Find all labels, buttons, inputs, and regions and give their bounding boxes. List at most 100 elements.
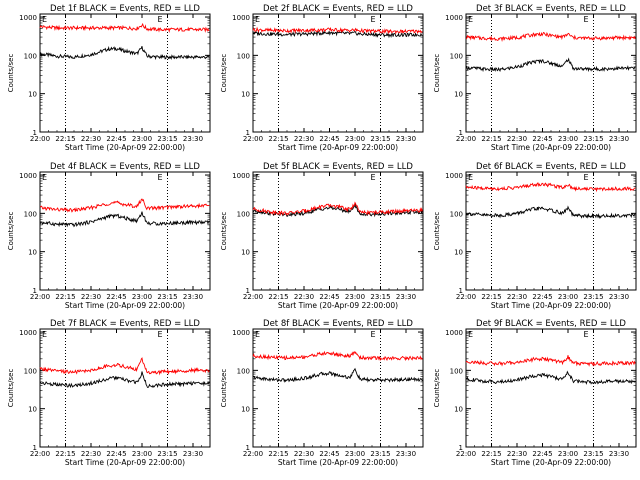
series-line-events [252,367,423,383]
y-tick-label: 1 [33,287,37,295]
x-tick-label: 23:30 [396,135,416,143]
y-tick-label: 100 [237,367,250,375]
x-tick-label: 22:30 [294,293,314,301]
y-tick-label: 1 [459,444,463,452]
corner-marker-right: E [584,330,589,339]
y-tick-label: 1 [246,287,250,295]
corner-marker-right: E [584,173,589,182]
y-tick-label: 1 [246,129,250,137]
series-line-events [39,211,210,228]
corner-marker-left: E [468,173,473,182]
y-axis-label: Counts/sec [7,54,15,93]
x-tick-label: 23:00 [345,450,365,458]
x-axis-label: Start Time (20-Apr-09 22:00:00) [491,458,611,467]
x-tick-label: 22:30 [507,450,527,458]
y-tick-label: 10 [28,91,37,99]
x-tick-label: 23:15 [370,450,390,458]
x-axis-label: Start Time (20-Apr-09 22:00:00) [65,458,185,467]
x-tick-label: 22:30 [507,135,527,143]
series-line-lld [465,31,636,42]
y-tick-label: 1 [459,287,463,295]
x-tick-label: 23:30 [609,293,629,301]
x-tick-label: 23:30 [396,450,416,458]
y-tick-label: 1000 [19,172,37,180]
x-tick-label: 22:15 [268,450,288,458]
x-tick-label: 22:45 [106,135,126,143]
corner-marker-left: E [255,330,260,339]
x-tick-label: 23:00 [558,450,578,458]
x-tick-label: 23:15 [583,135,603,143]
y-tick-label: 100 [24,210,37,218]
series-line-lld [252,350,423,362]
x-tick-label: 22:15 [268,135,288,143]
y-tick-label: 100 [237,210,250,218]
x-axis-label: Start Time (20-Apr-09 22:00:00) [491,143,611,152]
y-tick-label: 10 [454,91,463,99]
x-tick-label: 23:15 [583,293,603,301]
series-line-lld [252,26,423,35]
y-axis-label: Counts/sec [220,212,228,251]
x-tick-label: 23:30 [609,450,629,458]
x-tick-label: 22:30 [81,135,101,143]
x-tick-label: 22:45 [106,293,126,301]
x-tick-label: 23:30 [183,135,203,143]
y-tick-label: 1000 [445,172,463,180]
x-tick-label: 23:30 [396,293,416,301]
y-axis-label: Counts/sec [220,54,228,93]
corner-marker-right: E [584,15,589,24]
series-line-lld [465,182,636,193]
y-tick-label: 1 [33,129,37,137]
x-tick-label: 22:15 [481,450,501,458]
y-tick-label: 1000 [19,329,37,337]
x-tick-label: 23:00 [558,293,578,301]
x-tick-label: 23:00 [132,135,152,143]
x-tick-label: 22:00 [243,450,263,458]
panel-title: Det 9f BLACK = Events, RED = LLD [476,319,626,329]
panel-title: Det 6f BLACK = Events, RED = LLD [476,162,626,172]
x-tick-label: 22:30 [507,293,527,301]
x-tick-label: 22:15 [481,135,501,143]
x-tick-label: 22:45 [532,135,552,143]
y-tick-label: 100 [237,52,250,60]
y-tick-label: 10 [28,249,37,257]
y-tick-label: 100 [24,52,37,60]
x-tick-label: 22:00 [243,293,263,301]
x-axis-label: Start Time (20-Apr-09 22:00:00) [278,458,398,467]
x-tick-label: 23:00 [558,135,578,143]
panel-title: Det 8f BLACK = Events, RED = LLD [263,319,413,329]
y-tick-label: 100 [450,367,463,375]
x-tick-label: 22:00 [456,135,476,143]
corner-marker-right: E [158,173,163,182]
x-tick-label: 22:30 [294,135,314,143]
panel-title: Det 5f BLACK = Events, RED = LLD [263,162,413,172]
x-tick-label: 23:00 [345,135,365,143]
x-tick-label: 22:00 [243,135,263,143]
x-axis-label: Start Time (20-Apr-09 22:00:00) [65,143,185,152]
y-tick-label: 1000 [232,14,250,22]
x-tick-label: 22:15 [481,293,501,301]
corner-marker-left: E [42,173,47,182]
y-tick-label: 10 [28,406,37,414]
x-tick-label: 22:15 [55,450,75,458]
series-line-events [465,57,636,73]
corner-marker-left: E [42,330,47,339]
y-tick-label: 100 [24,367,37,375]
corner-marker-right: E [371,15,376,24]
x-tick-label: 23:00 [132,450,152,458]
y-axis-label: Counts/sec [7,369,15,408]
x-tick-label: 22:45 [532,293,552,301]
x-tick-label: 23:15 [583,450,603,458]
x-axis-label: Start Time (20-Apr-09 22:00:00) [278,143,398,152]
x-tick-label: 22:00 [456,293,476,301]
y-tick-label: 10 [454,249,463,257]
y-tick-label: 10 [241,91,250,99]
y-tick-label: 1000 [445,14,463,22]
y-axis-label: Counts/sec [433,369,441,408]
